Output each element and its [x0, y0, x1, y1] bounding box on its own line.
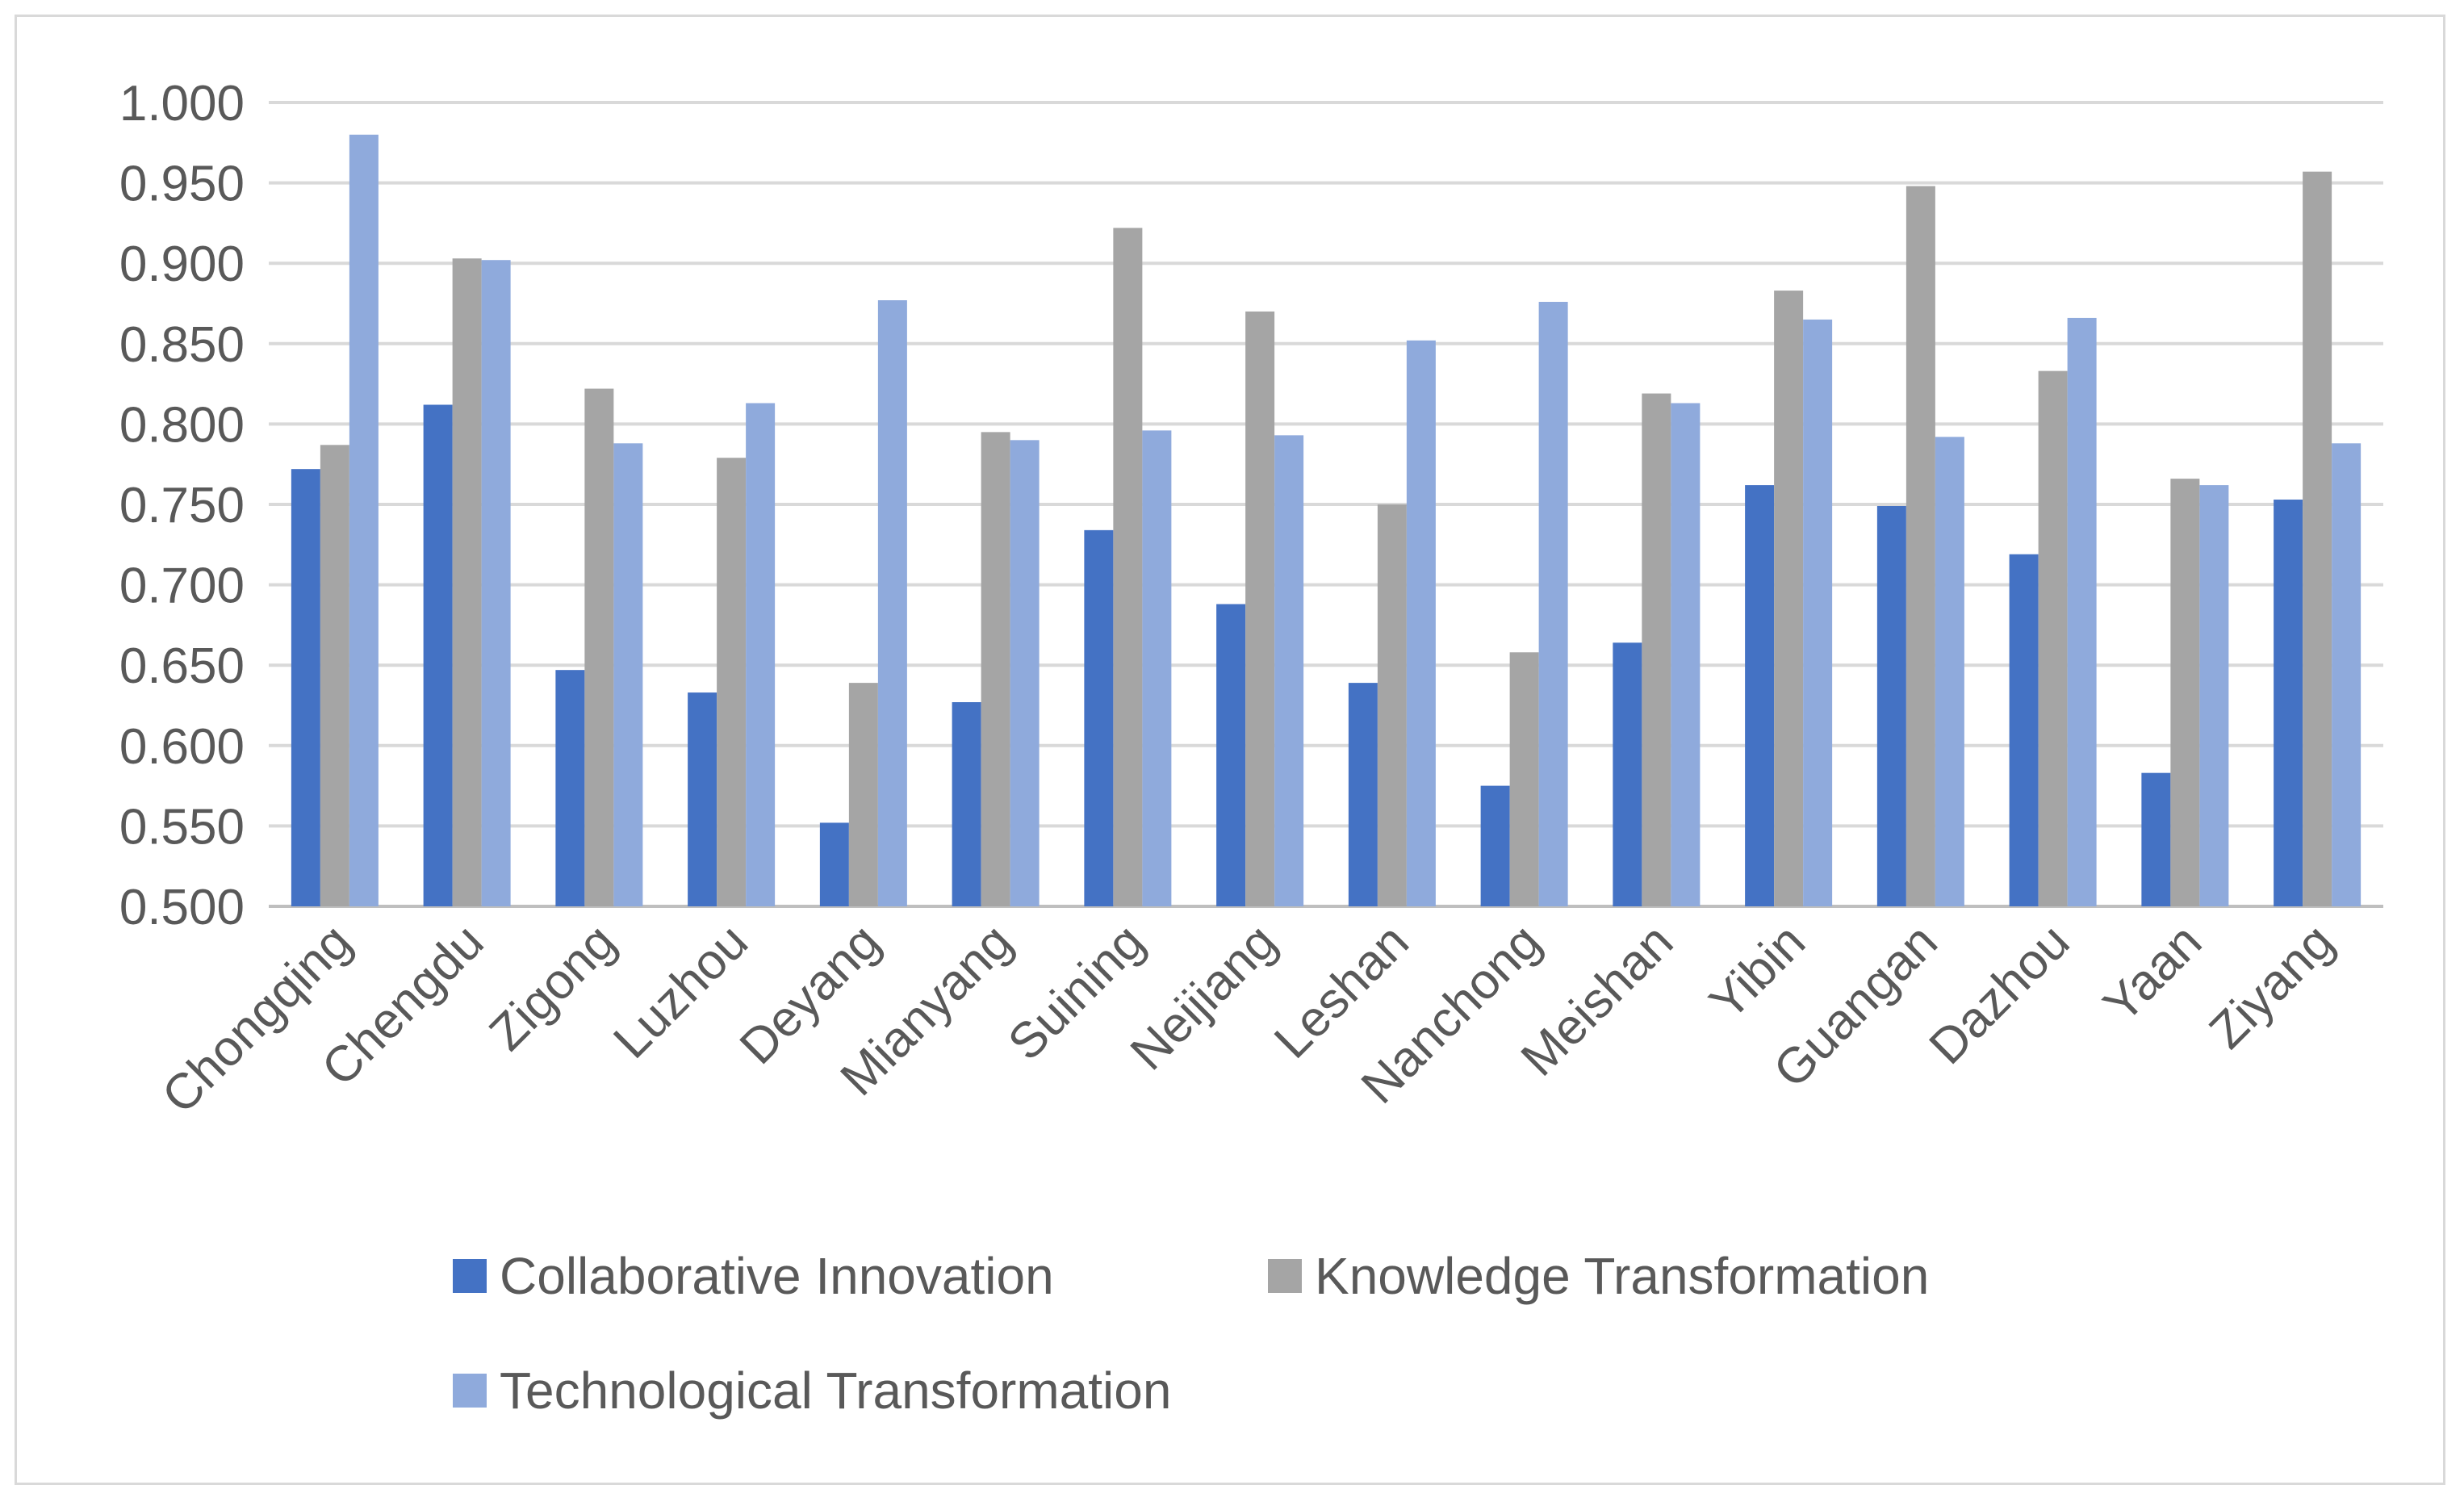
bar-collaborative-innovation-chengdu — [423, 404, 453, 907]
bar-knowledge-transformation-leshan — [1377, 504, 1407, 906]
bar-technological-transformation-mianyang — [1010, 440, 1040, 906]
bar-technological-transformation-deyang — [877, 300, 907, 906]
bar-technological-transformation-zigong — [613, 443, 643, 906]
bar-knowledge-transformation-suining — [1113, 228, 1143, 907]
bar-technological-transformation-luzhou — [746, 403, 776, 906]
bar-collaborative-innovation-luzhou — [688, 692, 717, 906]
bar-collaborative-innovation-yaan — [2141, 772, 2171, 906]
y-tick-label: 0.550 — [119, 799, 245, 855]
legend-label: Knowledge Transformation — [1315, 1247, 1930, 1306]
x-tick-label: Zigong — [479, 914, 626, 1061]
bar-knowledge-transformation-chongqing — [320, 445, 349, 906]
legend-label: Technological Transformation — [500, 1362, 1172, 1420]
y-tick-label: 0.800 — [119, 397, 245, 453]
y-tick-label: 0.900 — [119, 236, 245, 292]
bar-knowledge-transformation-ziyang — [2303, 171, 2332, 906]
bar-knowledge-transformation-yaan — [2170, 479, 2200, 906]
legend-swatch-technological-transformation — [453, 1374, 487, 1408]
bar-collaborative-innovation-chongqing — [291, 469, 320, 906]
bar-technological-transformation-neijiang — [1274, 435, 1304, 906]
x-tick-label: Chongqing — [152, 914, 362, 1124]
bar-collaborative-innovation-zigong — [555, 670, 585, 906]
bar-collaborative-innovation-meishan — [1613, 642, 1642, 906]
bar-collaborative-innovation-neijiang — [1216, 604, 1246, 906]
bar-knowledge-transformation-deyang — [848, 683, 878, 906]
y-tick-label: 0.750 — [119, 478, 245, 533]
bar-technological-transformation-suining — [1142, 430, 1172, 906]
bar-knowledge-transformation-dazhou — [2038, 370, 2068, 906]
y-tick-label: 0.650 — [119, 638, 245, 694]
y-tick-label: 0.600 — [119, 719, 245, 775]
bar-technological-transformation-dazhou — [2067, 317, 2097, 907]
bar-knowledge-transformation-mianyang — [981, 432, 1010, 906]
y-tick-label: 0.700 — [119, 558, 245, 614]
y-tick-label: 0.850 — [119, 317, 245, 373]
bar-technological-transformation-chengdu — [481, 260, 511, 906]
chart-frame: 0.500 0.550 0.600 0.650 0.700 0.750 0.800 0.850… — [15, 15, 2445, 1485]
bar-collaborative-innovation-yibin — [1745, 485, 1775, 906]
bar-technological-transformation-yaan — [2199, 485, 2229, 906]
bar-knowledge-transformation-luzhou — [717, 458, 747, 906]
bar-collaborative-innovation-ziyang — [2274, 500, 2303, 906]
x-tick-label: Luzhou — [603, 914, 759, 1069]
bar-technological-transformation-meishan — [1671, 403, 1701, 906]
bar-collaborative-innovation-mianyang — [952, 702, 981, 906]
y-tick-label: 1.000 — [119, 76, 245, 132]
bar-chart: 0.500 0.550 0.600 0.650 0.700 0.750 0.800 0.850… — [119, 76, 2383, 1124]
x-tick-label: Yibin — [1699, 914, 1816, 1031]
bar-knowledge-transformation-neijiang — [1245, 311, 1275, 907]
bar-collaborative-innovation-deyang — [819, 822, 849, 906]
bar-knowledge-transformation-chengdu — [452, 258, 482, 906]
y-tick-label: 0.500 — [119, 880, 245, 935]
legend-swatch-knowledge-transformation — [1268, 1259, 1302, 1294]
bar-collaborative-innovation-nanchong — [1480, 785, 1510, 906]
bar-knowledge-transformation-zigong — [584, 388, 614, 906]
x-tick-label: Ziyang — [2199, 914, 2345, 1059]
bar-collaborative-innovation-dazhou — [2009, 554, 2039, 906]
bar-knowledge-transformation-yibin — [1774, 291, 1804, 907]
bar-technological-transformation-nanchong — [1538, 302, 1568, 906]
bar-technological-transformation-ziyang — [2332, 443, 2362, 906]
x-tick-label: Dazhou — [1919, 914, 2081, 1075]
y-tick-label: 0.950 — [119, 157, 245, 212]
bar-collaborative-innovation-suining — [1084, 529, 1114, 906]
legend-label: Collaborative Innovation — [500, 1247, 1054, 1306]
x-tick-label: Yaan — [2093, 914, 2212, 1033]
bar-technological-transformation-chongqing — [349, 134, 379, 907]
bar-knowledge-transformation-nanchong — [1509, 652, 1539, 906]
bar-technological-transformation-yibin — [1803, 319, 1833, 906]
legend-swatch-collaborative-innovation — [453, 1259, 487, 1294]
bar-knowledge-transformation-guangan — [1906, 186, 1935, 907]
x-tick-label: Neijiang — [1120, 914, 1287, 1081]
legend-item-knowledge-transformation: Knowledge Transformation — [1268, 1242, 1929, 1306]
bar-technological-transformation-guangan — [1935, 437, 1964, 906]
legend-item-collaborative-innovation: Collaborative Innovation — [453, 1242, 1054, 1306]
bar-collaborative-innovation-leshan — [1348, 683, 1378, 906]
bar-collaborative-innovation-guangan — [1876, 505, 1906, 906]
bar-knowledge-transformation-meishan — [1642, 393, 1671, 906]
bar-technological-transformation-leshan — [1406, 340, 1436, 906]
legend-item-technological-transformation: Technological Transformation — [453, 1357, 1171, 1420]
